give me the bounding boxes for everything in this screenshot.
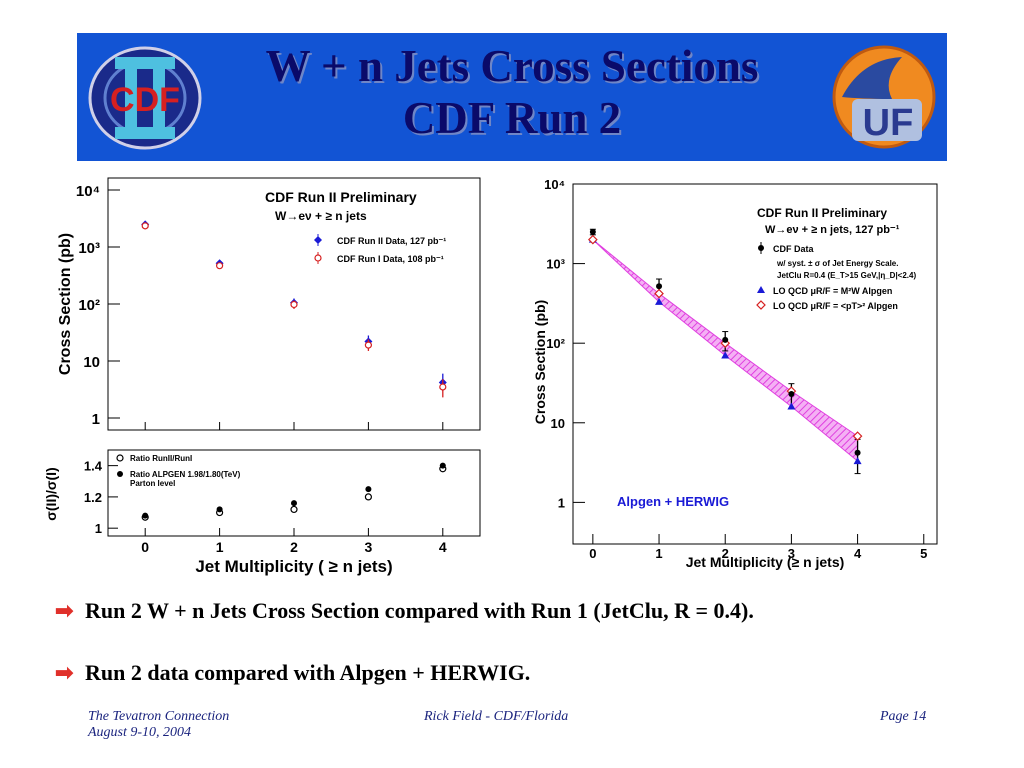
data-point — [722, 336, 729, 343]
footer-page: Page 14 — [880, 709, 927, 724]
legend-marker — [758, 245, 764, 251]
x-tick-label: 3 — [788, 546, 795, 561]
y-tick-label: 1 — [92, 411, 100, 428]
data-point — [364, 341, 372, 349]
legend-label: CDF Data — [773, 244, 814, 254]
footer-date: August 9-10, 2004 — [88, 725, 192, 740]
legend-marker — [756, 300, 766, 310]
y-tick-label: 1 — [558, 495, 565, 510]
bullet-text-2: Run 2 data compared with Alpgen + HERWIG… — [85, 660, 531, 685]
ratio-point — [439, 462, 446, 469]
chart-title: CDF Run II Preliminary — [757, 206, 887, 220]
y-tick-label: 10 — [83, 354, 100, 371]
theory-point — [655, 297, 664, 305]
bullet-text-1: Run 2 W + n Jets Cross Section compared … — [85, 598, 754, 623]
ratio-x-label: Jet Multiplicity ( ≥ n jets) — [195, 557, 392, 576]
x-tick-label: 0 — [589, 546, 596, 561]
legend-label: Ratio RunII/RunI — [130, 454, 192, 463]
y-axis-label: Cross Section (pb) — [532, 300, 548, 424]
footer-left: The Tevatron Connection August 9-10, 200… — [88, 709, 229, 741]
legend-label: CDF Run I Data, 108 pb⁻¹ — [337, 254, 444, 264]
x-tick-label: 5 — [920, 546, 927, 561]
theory-point — [588, 234, 598, 245]
theory-point — [721, 351, 730, 359]
chart-right-alpgen: Cross Section (pb) Jet Multiplicity (≥ n… — [515, 172, 945, 585]
legend-label: LO QCD μR/F = <pT>² Alpgen — [773, 301, 898, 311]
chart-annotation: Alpgen + HERWIG — [617, 494, 729, 509]
legend-marker — [314, 236, 322, 244]
data-point — [589, 228, 596, 235]
chart-title: CDF Run II Preliminary — [265, 189, 417, 205]
y-tick-label: 10 — [551, 416, 565, 431]
legend-marker — [117, 471, 123, 477]
uf-logo-text: UF — [863, 102, 914, 144]
legend-label: CDF Run II Data, 127 pb⁻¹ — [337, 236, 446, 246]
plot-frame — [572, 183, 938, 545]
bullet-item-1: ➡ Run 2 W + n Jets Cross Section compared… — [55, 598, 754, 624]
title-banner: CDF W + n Jets Cross Sections CDF Run 2 … — [77, 33, 947, 161]
y-axis-label: Cross Section (pb) — [57, 233, 74, 375]
x-tick-label: 2 — [290, 539, 298, 555]
x-tick-label: 4 — [439, 539, 447, 555]
ratio-point — [142, 512, 149, 519]
y-tick-label: 10² — [78, 297, 100, 314]
chart-left-ratio: σ(II)/σ(I) Jet Multiplicity ( ≥ n jets) … — [40, 448, 492, 583]
theory-point — [787, 402, 796, 410]
y-tick-label: 10³ — [546, 257, 565, 272]
chart-subtitle: W→eν + ≥ n jets, 127 pb⁻¹ — [765, 224, 900, 236]
y-tick-label: 10² — [546, 336, 565, 351]
data-point — [439, 383, 447, 391]
data-point — [290, 300, 298, 309]
arrow-right-icon: ➡ — [55, 660, 74, 685]
legend-label: Parton level — [130, 479, 175, 488]
ratio-point — [216, 506, 223, 513]
legend-marker — [116, 454, 124, 462]
legend-marker — [757, 286, 765, 293]
x-tick-label: 1 — [655, 546, 662, 561]
chart-subtitle: W→eν + ≥ n jets — [275, 209, 367, 223]
legend-label: Ratio ALPGEN 1.98/1.80(TeV) — [130, 470, 241, 479]
ratio-point — [364, 493, 372, 501]
page-title: W + n Jets Cross Sections — [265, 41, 759, 91]
data-point — [788, 390, 795, 397]
ratio-point — [365, 486, 372, 493]
y-tick-label: 1.4 — [84, 459, 103, 474]
legend-label: LO QCD μR/F = M²W Alpgen — [773, 286, 892, 296]
y-tick-label: 10⁴ — [76, 183, 100, 200]
data-point — [854, 449, 861, 456]
x-tick-label: 2 — [722, 546, 729, 561]
cdf-logo: CDF — [85, 43, 205, 158]
cdf-logo-text: CDF — [110, 81, 180, 119]
ratio-y-label: σ(II)/σ(I) — [43, 467, 59, 520]
data-point — [141, 222, 149, 230]
x-tick-label: 3 — [365, 539, 373, 555]
x-axis-label: Jet Multiplicity (≥ n jets) — [686, 554, 845, 570]
arrow-right-icon: ➡ — [55, 598, 74, 623]
legend-note: w/ syst. ± σ of Jet Energy Scale. — [776, 259, 898, 268]
footer-author: Rick Field - CDF/Florida — [424, 709, 569, 724]
footer-event: The Tevatron Connection — [88, 709, 230, 724]
ratio-point — [291, 500, 297, 507]
ratio-point — [290, 505, 298, 514]
chart-left-cross-section: Cross Section (pb) CDF Run II Preliminar… — [40, 172, 492, 455]
uf-logo: UF — [822, 39, 942, 161]
legend-note: JetClu R=0.4 (E_T>15 GeV,|η_D|<2.4) — [777, 271, 916, 280]
data-point — [656, 283, 663, 290]
x-tick-label: 4 — [854, 546, 862, 561]
theory-point — [853, 457, 862, 465]
y-tick-label: 1 — [95, 521, 102, 536]
bullet-item-2: ➡ Run 2 data compared with Alpgen + HERWI… — [55, 660, 530, 686]
theory-point — [654, 288, 664, 299]
x-tick-label: 1 — [216, 539, 224, 555]
y-tick-label: 10³ — [78, 240, 100, 257]
theory-point — [852, 431, 863, 441]
y-tick-label: 10⁴ — [544, 177, 565, 192]
page-subtitle: CDF Run 2 — [402, 93, 622, 143]
data-point — [216, 262, 224, 270]
y-tick-label: 1.2 — [84, 490, 102, 505]
x-tick-label: 0 — [141, 539, 149, 555]
legend-marker — [314, 254, 322, 262]
